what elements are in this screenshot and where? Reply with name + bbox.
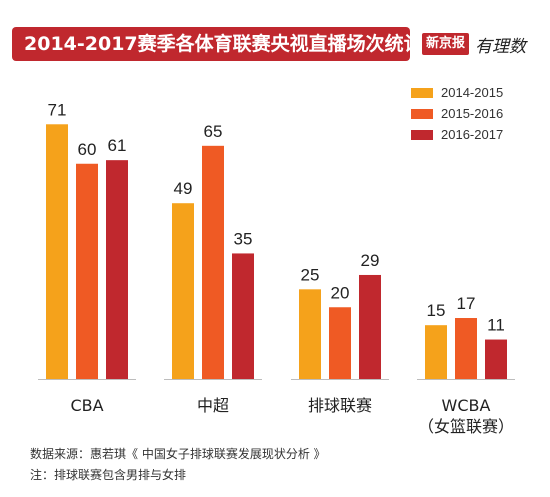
publisher-logo: 新京报 有理数 [422, 30, 526, 58]
legend-swatch-2014-2015 [411, 87, 433, 98]
source-note: 数据来源：惠若琪《 中国女子排球联赛发展现状分析 》 [30, 447, 326, 461]
data-label-2015-2016-2: 20 [331, 283, 350, 302]
category-label-1: 中超 [197, 396, 229, 415]
legend-label-2016-2017: 2016-2017 [441, 127, 504, 142]
logo-script: 有理数 [475, 36, 527, 57]
bar-2015-2016-1 [202, 145, 224, 379]
bar-2014-2015-2 [299, 289, 321, 379]
category-label-3: WCBA [442, 396, 491, 415]
data-label-2014-2015-1: 49 [174, 179, 193, 198]
category-label-3-line2: （女篮联赛） [418, 417, 514, 436]
legend-item-2016-2017: 2016-2017 [411, 124, 503, 145]
chart-legend: 2014-2015 2015-2016 2016-2017 [411, 82, 503, 145]
legend-label-2015-2016: 2015-2016 [441, 106, 504, 121]
data-label-2015-2016-3: 17 [457, 294, 476, 313]
bar-2014-2015-3 [425, 325, 447, 379]
footnote: 注：排球联赛包含男排与女排 [30, 468, 187, 482]
footnotes: 数据来源：惠若琪《 中国女子排球联赛发展现状分析 》 注：排球联赛包含男排与女排 [30, 444, 326, 486]
data-label-2015-2016-0: 60 [78, 140, 97, 159]
bar-2015-2016-0 [76, 163, 98, 379]
bar-2015-2016-2 [329, 307, 351, 379]
category-label-2: 排球联赛 [308, 396, 372, 415]
logo-badge: 新京报 [422, 33, 470, 55]
data-label-2014-2015-0: 71 [48, 100, 67, 119]
legend-swatch-2015-2016 [411, 108, 433, 119]
bar-2016-2017-3 [485, 339, 507, 379]
data-label-2015-2016-1: 65 [204, 122, 223, 141]
bar-chart: 71 60 61 CBA 49 65 35 中超 25 20 29 排球联赛 15 17 11 WCBA （女篮… [38, 100, 515, 436]
bar-2016-2017-2 [359, 274, 381, 379]
legend-item-2014-2015: 2014-2015 [411, 82, 503, 103]
data-label-2014-2015-3: 15 [427, 301, 446, 320]
bar-2016-2017-0 [106, 160, 128, 379]
data-label-2016-2017-0: 61 [108, 136, 127, 155]
legend-swatch-2016-2017 [411, 129, 433, 140]
legend-item-2015-2016: 2015-2016 [411, 103, 503, 124]
bar-2016-2017-1 [232, 253, 254, 379]
legend-label-2014-2015: 2014-2015 [441, 85, 504, 100]
data-label-2016-2017-1: 35 [234, 229, 253, 248]
bar-2014-2015-0 [46, 124, 68, 379]
data-label-2014-2015-2: 25 [301, 265, 320, 284]
category-label-0: CBA [70, 396, 103, 415]
data-label-2016-2017-2: 29 [361, 251, 380, 270]
bar-2015-2016-3 [455, 318, 477, 379]
chart-title: 2014-2017赛季各体育联赛央视直播场次统计 [12, 27, 410, 61]
data-label-2016-2017-3: 11 [487, 316, 505, 335]
bar-2014-2015-1 [172, 203, 194, 379]
